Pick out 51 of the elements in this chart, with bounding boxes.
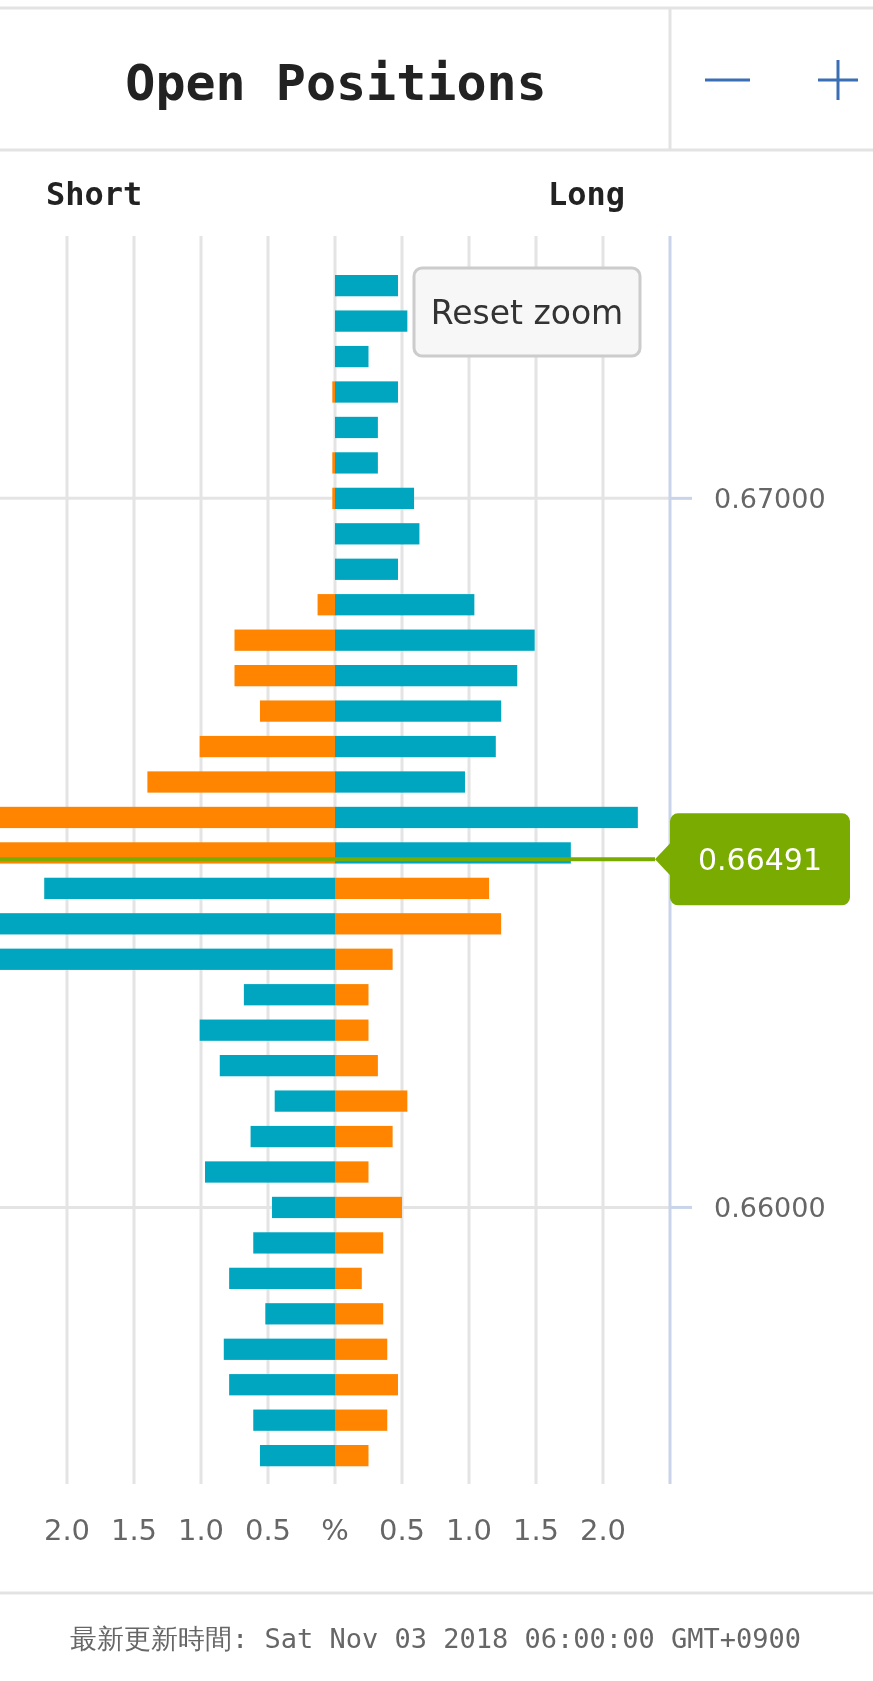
- x-tick-label: 0.5: [244, 1513, 292, 1547]
- bar: [335, 1374, 398, 1396]
- bar: [335, 1409, 388, 1431]
- y-tick-label: 0.67000: [714, 483, 826, 515]
- bar: [219, 1055, 335, 1077]
- text: Long: [547, 175, 625, 213]
- x-tick-label: 2.0: [43, 1513, 91, 1547]
- bar: [335, 1445, 369, 1467]
- ref-line-label: 0.66491: [697, 842, 823, 878]
- bar: [335, 1019, 369, 1041]
- bar: [335, 1196, 402, 1219]
- bar: [205, 1161, 335, 1183]
- bar: [0, 948, 335, 970]
- bar: [335, 1125, 393, 1148]
- bar: [253, 1232, 335, 1254]
- bar: [229, 1374, 335, 1396]
- text: 最新更新時間: Sat Nov 03 2018 06:00:00 GMT+0900: [70, 1623, 801, 1654]
- bar: [335, 1090, 408, 1112]
- bar: [335, 1267, 362, 1289]
- bar: [335, 1338, 388, 1360]
- bar: [335, 877, 490, 899]
- text: Short: [46, 175, 143, 213]
- bar: [253, 1409, 335, 1431]
- x-tick-label: 1.0: [177, 1513, 225, 1547]
- bar: [335, 1161, 369, 1183]
- bar: [229, 1267, 335, 1289]
- annotation: Reset zoom: [430, 293, 624, 332]
- bar: [243, 984, 335, 1006]
- x-tick-label: 2.0: [579, 1513, 627, 1547]
- bar: [199, 1019, 335, 1041]
- bar: [335, 1303, 384, 1325]
- bar: [44, 877, 335, 899]
- x-tick-label: 1.5: [110, 1513, 158, 1547]
- chart-title: Open Positions: [125, 54, 547, 112]
- bar: [272, 1196, 335, 1219]
- y-tick-label: 0.66000: [714, 1192, 826, 1224]
- bar: [335, 913, 502, 935]
- x-tick-label: 0.5: [378, 1513, 426, 1547]
- bar: [335, 948, 393, 970]
- bar: [265, 1303, 335, 1325]
- bar: [335, 1055, 378, 1077]
- x-tick-label: %: [321, 1513, 349, 1547]
- bar: [250, 1125, 335, 1148]
- bar: [223, 1338, 335, 1360]
- bar: [274, 1090, 335, 1112]
- x-tick-label: 1.0: [445, 1513, 493, 1547]
- bar: [335, 984, 369, 1006]
- bar: [335, 1232, 384, 1254]
- bar: [0, 913, 335, 935]
- x-tick-label: 1.5: [512, 1513, 560, 1547]
- bar: [259, 1445, 335, 1467]
